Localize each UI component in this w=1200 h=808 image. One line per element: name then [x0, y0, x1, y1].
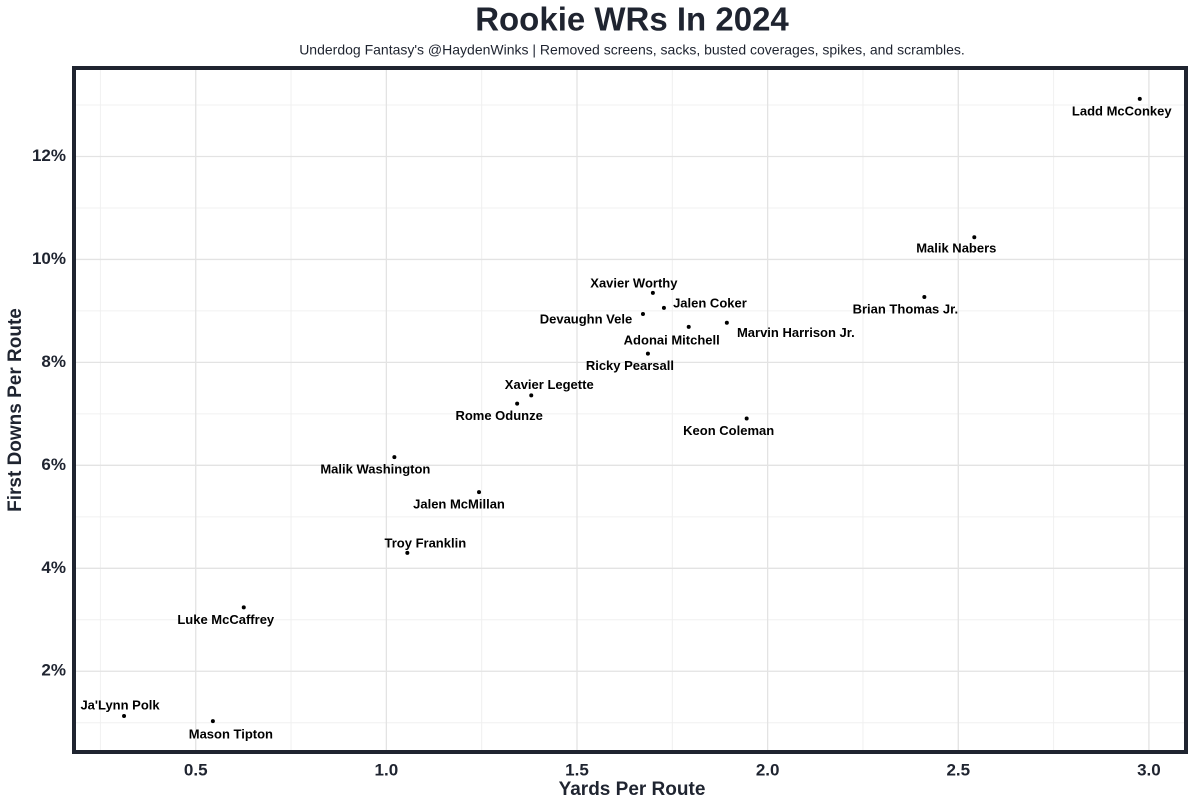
x-tick-label: 2.5 — [946, 760, 970, 779]
point-label: Malik Washington — [320, 462, 430, 477]
point-label: Jalen Coker — [673, 295, 747, 310]
point — [640, 311, 645, 316]
point — [972, 235, 977, 240]
x-axis-label: Yards Per Route — [559, 779, 706, 800]
point — [392, 455, 397, 460]
point-label: Keon Coleman — [683, 423, 774, 438]
point-label: Brian Thomas Jr. — [853, 301, 958, 316]
x-tick-label: 2.0 — [756, 760, 780, 779]
x-tick-label: 0.5 — [184, 760, 208, 779]
point — [477, 490, 482, 495]
chart-subtitle: Underdog Fantasy's @HaydenWinks | Remove… — [299, 42, 965, 58]
y-tick-label: 2% — [41, 661, 66, 680]
point-label: Adonai Mitchell — [624, 332, 720, 347]
point — [210, 719, 215, 724]
y-tick-label: 10% — [32, 249, 66, 268]
point — [686, 324, 691, 329]
point-label: Jalen McMillan — [413, 497, 505, 512]
point-label: Rome Odunze — [455, 408, 542, 423]
chart-title: Rookie WRs In 2024 — [475, 1, 789, 38]
point-label: Xavier Legette — [505, 377, 594, 392]
point — [241, 605, 246, 610]
point — [744, 416, 749, 421]
y-tick-label: 12% — [32, 146, 66, 165]
x-tick-label: 3.0 — [1137, 760, 1161, 779]
x-tick-label: 1.0 — [375, 760, 399, 779]
point-label: Xavier Worthy — [590, 275, 678, 290]
y-tick-label: 4% — [41, 558, 66, 577]
grid — [76, 70, 1184, 750]
x-tick-label: 1.5 — [565, 760, 589, 779]
panel-border — [72, 66, 1188, 754]
point — [724, 320, 729, 325]
point — [122, 714, 127, 719]
point — [405, 550, 410, 555]
point-label: Malik Nabers — [916, 241, 996, 256]
plot: Ladd McConkey Malik Nabers Brian Thomas Jr… — [80, 96, 1172, 742]
point — [515, 401, 520, 406]
point-label: Troy Franklin — [385, 535, 467, 550]
point — [645, 351, 650, 356]
point-label: Ricky Pearsall — [586, 358, 674, 373]
point-label: Marvin Harrison Jr. — [737, 325, 855, 340]
point — [650, 290, 655, 295]
y-tick-label: 6% — [41, 455, 66, 474]
point — [661, 305, 666, 310]
point-label: Mason Tipton — [189, 727, 273, 742]
point — [529, 393, 534, 398]
point-label: Luke McCaffrey — [177, 612, 275, 627]
point — [922, 295, 927, 300]
point-label: Ladd McConkey — [1072, 103, 1172, 118]
point — [1137, 96, 1142, 101]
point-label: Ja'Lynn Polk — [80, 697, 160, 712]
y-tick-label: 8% — [41, 352, 66, 371]
y-axis-label: First Downs Per Route — [5, 308, 26, 512]
point-label: Devaughn Vele — [540, 311, 632, 326]
